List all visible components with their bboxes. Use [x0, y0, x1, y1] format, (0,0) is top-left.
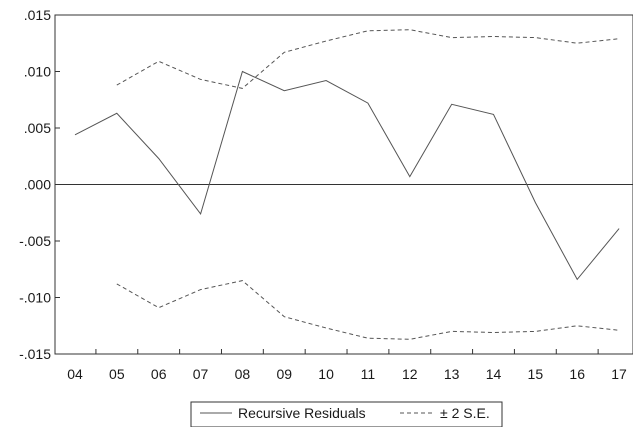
legend: Recursive Residuals ± 2 S.E.	[190, 401, 503, 427]
x-tick-label: 12	[402, 366, 418, 382]
legend-label-se: ± 2 S.E.	[440, 405, 490, 421]
y-tick-label: .005	[24, 120, 51, 136]
x-tick-label: 05	[109, 366, 125, 382]
x-tick-label: 06	[151, 366, 167, 382]
x-tick-label: 15	[528, 366, 544, 382]
x-tick-label: 16	[569, 366, 585, 382]
y-tick-label: .015	[24, 7, 51, 23]
x-tick-label: 13	[444, 366, 460, 382]
y-tick-label: -.005	[19, 233, 51, 249]
legend-label-residuals: Recursive Residuals	[238, 405, 366, 421]
y-axis: .015 .010 .005 .000 -.005 -.010 -.015	[19, 7, 60, 362]
series-layer	[74, 29, 620, 340]
x-tick-label: 11	[361, 366, 376, 382]
legend-box	[190, 401, 503, 427]
y-tick-label: .000	[24, 177, 51, 193]
x-tick-label: 17	[611, 366, 627, 382]
y-tick-label: -.015	[19, 346, 51, 362]
recursive-residuals-line	[74, 70, 620, 281]
y-tick-label: -.010	[19, 290, 51, 306]
x-tick-label: 04	[67, 366, 83, 382]
x-axis: 04 05 06 07 08 09 10 11 12 13 14 15 16 17	[67, 349, 627, 382]
x-tick-label: 09	[276, 366, 292, 382]
x-tick-label: 07	[193, 366, 209, 382]
y-tick-label: .010	[24, 64, 51, 80]
x-tick-label: 14	[486, 366, 502, 382]
upper-se-band-line	[116, 29, 620, 89]
lower-se-band-line	[116, 280, 620, 340]
x-tick-label: 10	[318, 366, 334, 382]
x-tick-label: 08	[235, 366, 251, 382]
